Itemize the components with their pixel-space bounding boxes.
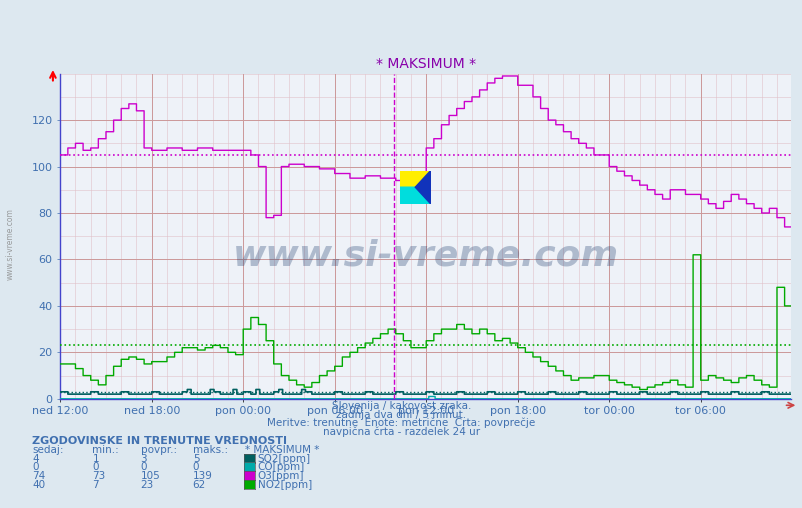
Text: 62: 62 [192,480,206,490]
Text: 74: 74 [32,471,46,481]
Text: 0: 0 [32,462,38,472]
Text: sedaj:: sedaj: [32,445,63,455]
Text: povpr.:: povpr.: [140,445,176,455]
Text: NO2[ppm]: NO2[ppm] [257,480,312,490]
Text: 4: 4 [32,454,38,464]
Title: * MAKSIMUM *: * MAKSIMUM * [375,57,475,71]
Polygon shape [399,171,430,187]
Polygon shape [399,187,430,204]
Polygon shape [415,171,430,204]
Text: zadnja dva dni / 5 minut.: zadnja dva dni / 5 minut. [336,409,466,420]
Text: 23: 23 [140,480,154,490]
Text: Slovenija / kakovost zraka.: Slovenija / kakovost zraka. [331,401,471,411]
Text: min.:: min.: [92,445,119,455]
Text: O3[ppm]: O3[ppm] [257,471,304,481]
Text: www.si-vreme.com: www.si-vreme.com [6,208,15,280]
Text: www.si-vreme.com: www.si-vreme.com [233,239,618,273]
Text: navpična črta - razdelek 24 ur: navpična črta - razdelek 24 ur [322,426,480,437]
Text: CO[ppm]: CO[ppm] [257,462,305,472]
Text: maks.:: maks.: [192,445,228,455]
Text: 105: 105 [140,471,160,481]
Text: 1: 1 [92,454,99,464]
Text: 0: 0 [92,462,99,472]
Text: Meritve: trenutne  Enote: metrične  Črta: povprečje: Meritve: trenutne Enote: metrične Črta: … [267,416,535,428]
Text: 40: 40 [32,480,45,490]
Text: ZGODOVINSKE IN TRENUTNE VREDNOSTI: ZGODOVINSKE IN TRENUTNE VREDNOSTI [32,436,287,447]
Text: 139: 139 [192,471,213,481]
Text: SO2[ppm]: SO2[ppm] [257,454,310,464]
Text: 73: 73 [92,471,106,481]
Text: * MAKSIMUM *: * MAKSIMUM * [245,445,319,455]
Text: 7: 7 [92,480,99,490]
Text: 0: 0 [140,462,147,472]
Text: 5: 5 [192,454,199,464]
Text: 0: 0 [192,462,199,472]
Text: 3: 3 [140,454,147,464]
